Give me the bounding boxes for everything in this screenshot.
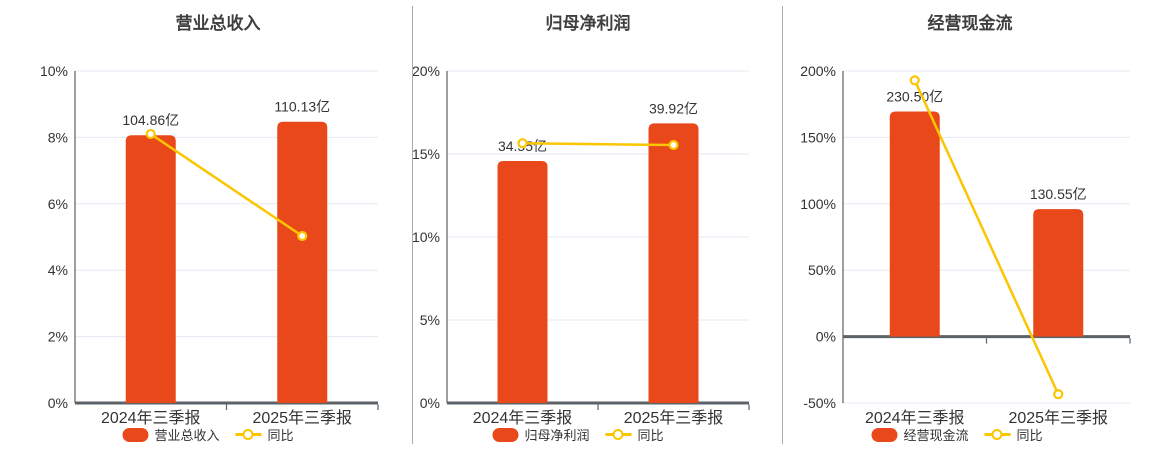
bar[interactable] — [648, 123, 699, 403]
legend-item-line[interactable]: 同比 — [235, 425, 294, 444]
y-tick-label: 100% — [800, 196, 836, 212]
x-category-label: 2025年三季报 — [252, 409, 352, 427]
legend-item-bar[interactable]: 经营现金流 — [871, 425, 969, 444]
line-legend-label: 同比 — [1016, 428, 1043, 443]
legend-item-bar[interactable]: 归母净利润 — [492, 425, 590, 444]
y-tick-label: 10% — [412, 229, 440, 245]
legend-item-bar[interactable]: 营业总收入 — [122, 425, 220, 444]
bar-value-label: 104.86亿 — [122, 112, 179, 128]
x-category-label: 2024年三季报 — [473, 409, 573, 427]
chart-legend: 经营现金流 同比 — [871, 425, 1043, 444]
y-tick-label: 50% — [808, 262, 836, 278]
y-tick-label: 150% — [800, 129, 836, 145]
y-tick-label: 15% — [412, 146, 440, 162]
chart-title-netprofit: 归母净利润 — [545, 14, 631, 33]
y-tick-label: 0% — [816, 329, 836, 345]
bar-value-label: 110.13亿 — [274, 99, 330, 115]
bar[interactable] — [1033, 209, 1084, 337]
bar-value-label: 39.92亿 — [649, 100, 698, 116]
yoy-marker[interactable] — [1053, 389, 1064, 400]
line-legend-label: 同比 — [637, 428, 664, 443]
bar-legend-label: 经营现金流 — [903, 428, 969, 443]
yoy-line[interactable] — [522, 141, 674, 147]
y-tick-label: 8% — [48, 129, 68, 145]
bar-value-label: 230.50亿 — [886, 89, 943, 105]
y-tick-label: 6% — [48, 196, 68, 212]
panel-divider — [782, 6, 783, 444]
y-tick-label: -50% — [803, 395, 836, 411]
y-tick-label: 2% — [48, 329, 68, 345]
yoy-marker[interactable] — [909, 75, 920, 86]
bar-legend-label: 归母净利润 — [524, 428, 590, 443]
line-legend-marker — [235, 428, 262, 442]
chart-title-revenue: 营业总收入 — [175, 14, 261, 33]
chart-title-cashflow: 经营现金流 — [927, 14, 1013, 33]
legend-item-line[interactable]: 同比 — [605, 425, 664, 444]
bar[interactable] — [497, 161, 548, 403]
line-legend-marker — [984, 428, 1011, 442]
bar[interactable] — [125, 135, 176, 404]
yoy-marker[interactable] — [297, 230, 308, 242]
yoy-marker[interactable] — [517, 138, 528, 149]
panel-divider — [412, 6, 413, 444]
x-category-label: 2025年三季报 — [1008, 409, 1108, 427]
yoy-marker[interactable] — [668, 139, 679, 151]
y-tick-label: 200% — [800, 63, 836, 79]
yoy-line[interactable] — [150, 133, 303, 238]
y-tick-label: 0% — [420, 395, 440, 411]
bar[interactable] — [889, 111, 940, 337]
bar[interactable] — [277, 121, 328, 403]
yoy-marker[interactable] — [145, 128, 156, 140]
y-tick-label: 20% — [412, 63, 440, 79]
line-legend-marker — [605, 428, 632, 442]
y-tick-label: 10% — [40, 63, 68, 79]
bar-legend-swatch — [871, 427, 898, 442]
x-category-label: 2024年三季报 — [101, 409, 201, 427]
yoy-line[interactable] — [913, 79, 1060, 395]
bar-value-label: 130.55亿 — [1030, 186, 1087, 202]
x-category-label: 2025年三季报 — [624, 409, 724, 427]
bar-legend-label: 营业总收入 — [154, 428, 220, 443]
y-tick-label: 4% — [48, 262, 68, 278]
chart-legend: 归母净利润 同比 — [492, 425, 664, 444]
y-tick-label: 5% — [420, 312, 440, 328]
bar-legend-swatch — [122, 427, 149, 442]
x-category-label: 2024年三季报 — [865, 409, 965, 427]
y-tick-label: 0% — [48, 395, 68, 411]
legend-item-line[interactable]: 同比 — [984, 425, 1043, 444]
line-legend-label: 同比 — [267, 428, 294, 443]
bar-legend-swatch — [492, 427, 519, 442]
chart-legend: 营业总收入 同比 — [122, 425, 294, 444]
